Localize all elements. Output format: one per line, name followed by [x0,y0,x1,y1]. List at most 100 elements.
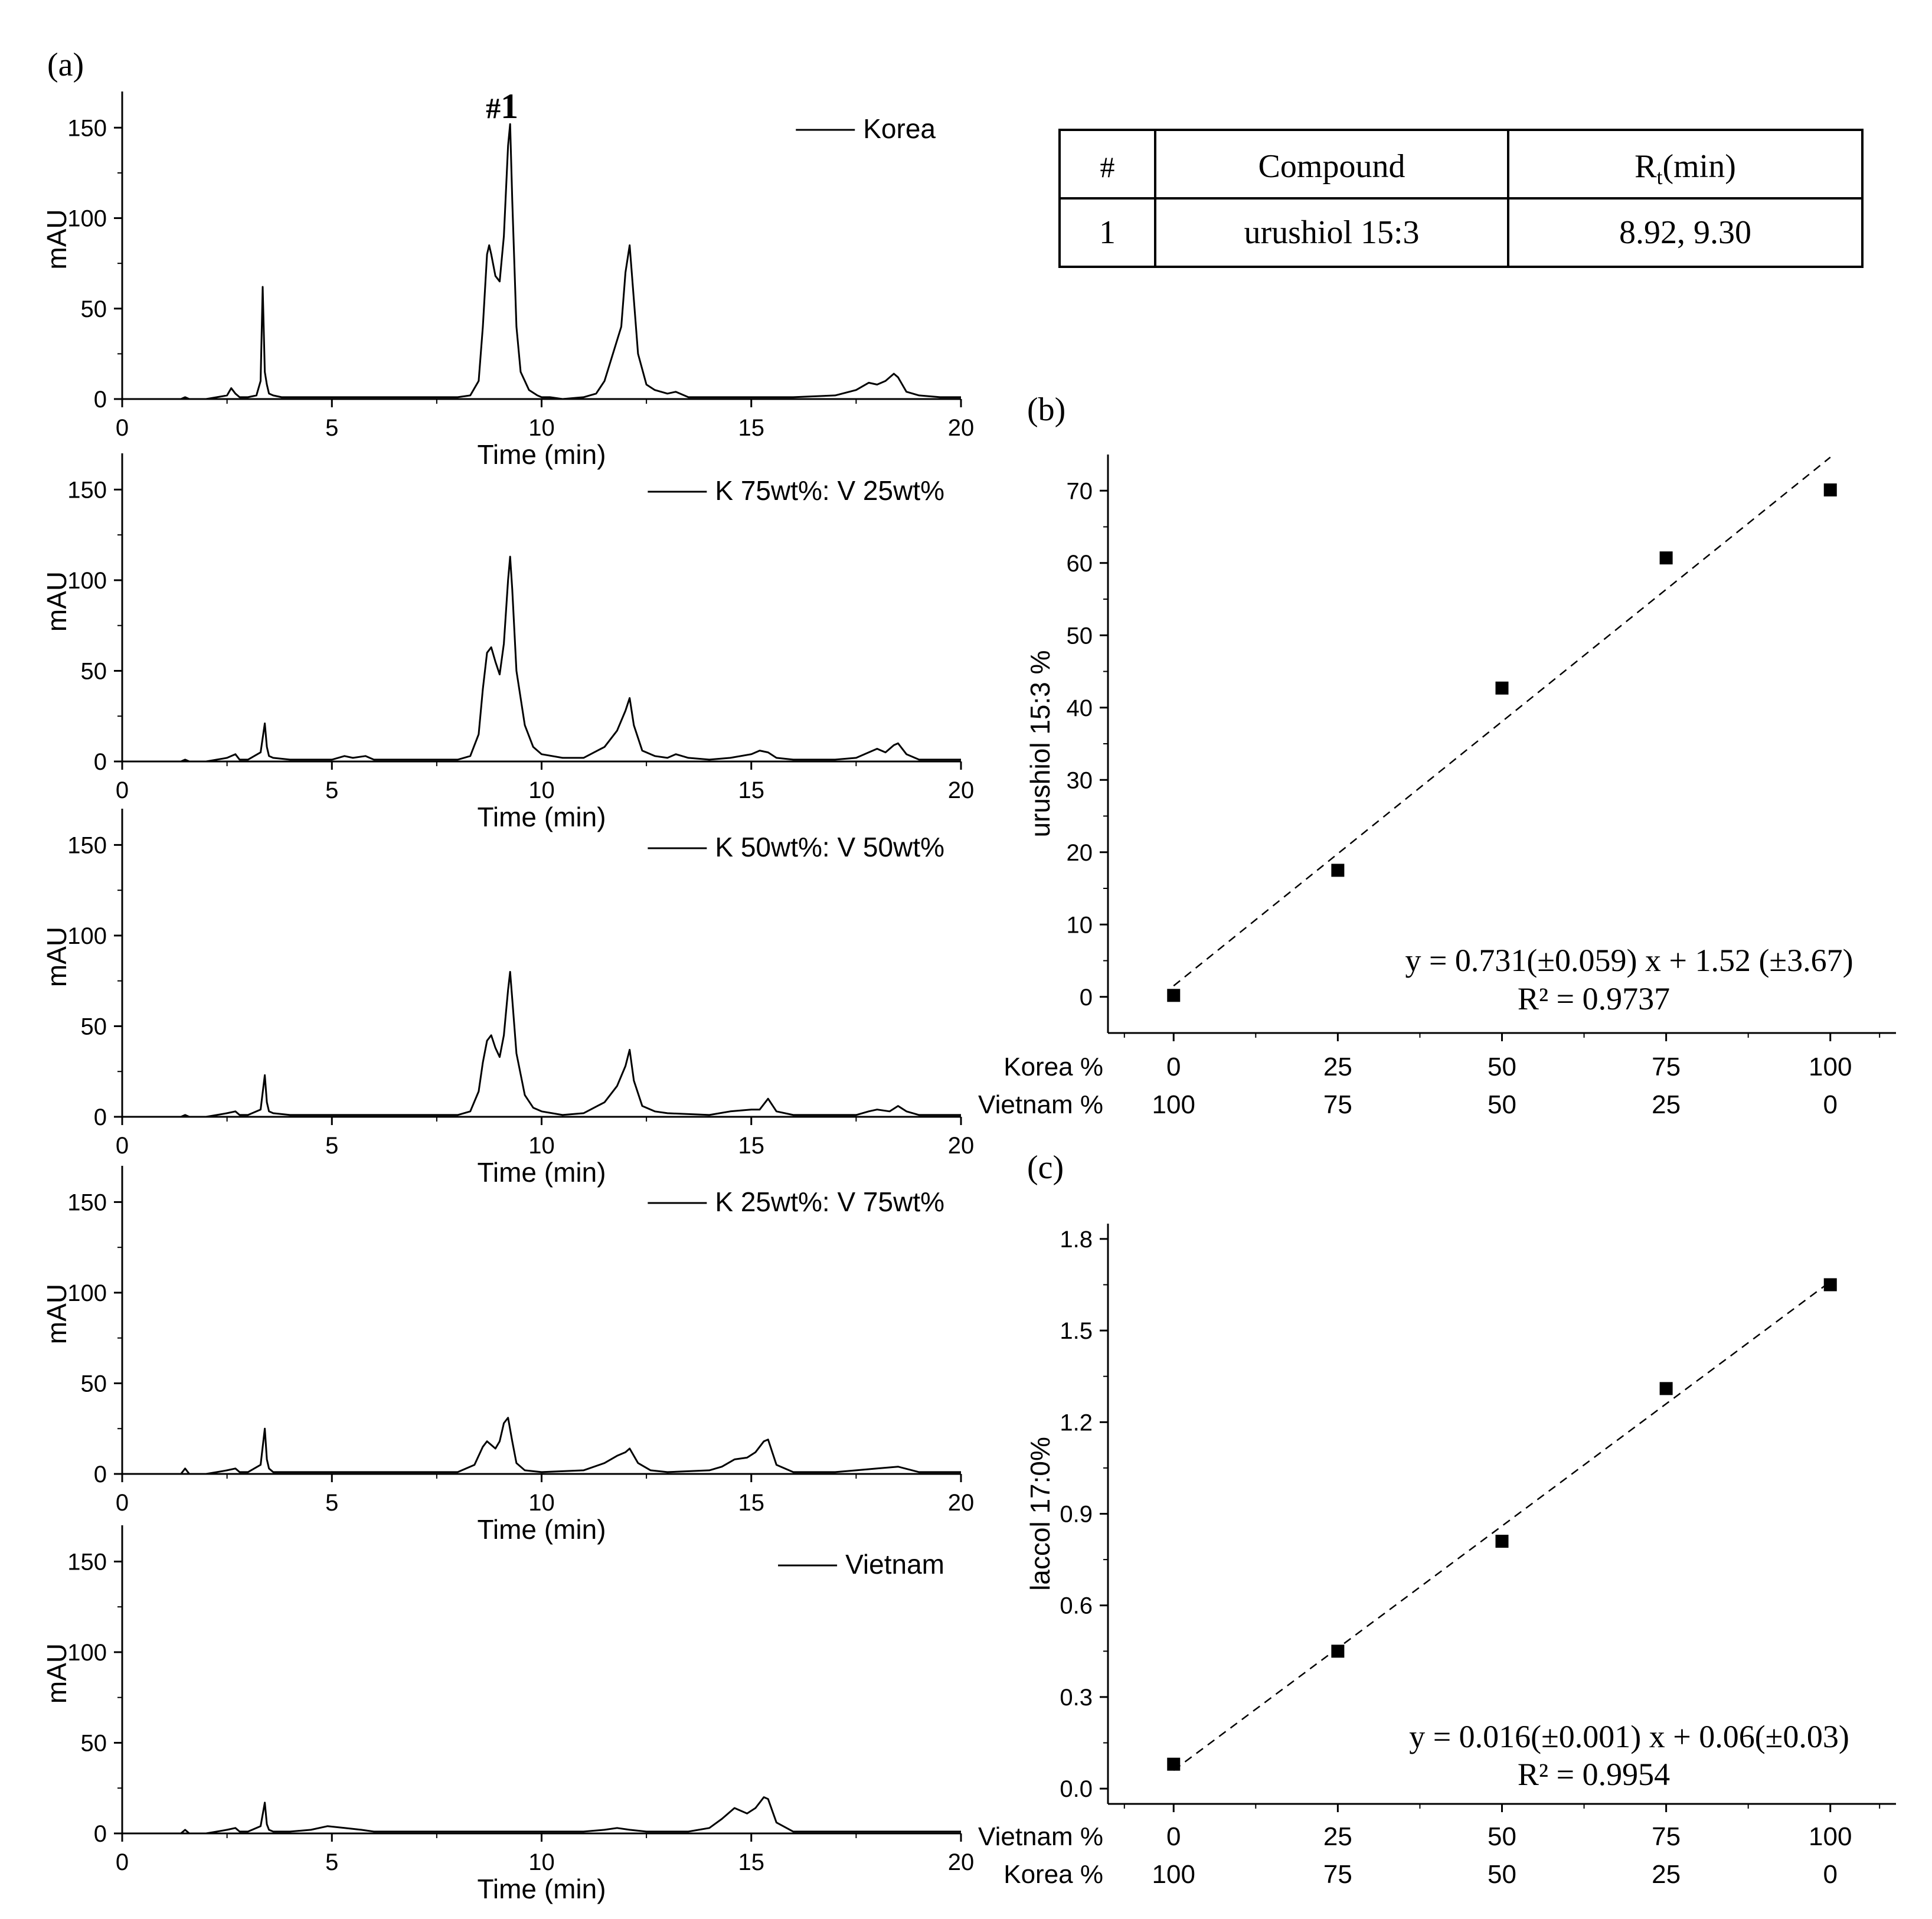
y-tick-label: 100 [67,568,107,594]
x-tick-label: 50 [1488,1822,1516,1851]
y-tick-label: 50 [81,296,107,322]
x-tick-label: 20 [948,1490,975,1516]
x-axis-row-label: Korea % [1003,1860,1103,1889]
legend-label: K 50wt%: V 50wt% [715,832,944,862]
y-axis-label: laccol 17:0% [1025,1437,1055,1591]
y-tick-label: 100 [67,1640,107,1666]
x-tick-label: 25 [1652,1090,1681,1119]
table-cell-rt: 8.92, 9.30 [1619,214,1751,251]
x-tick-label: 50 [1488,1860,1516,1889]
regression-equation: y = 0.731(±0.059) x + 1.52 (±3.67) [1405,943,1853,978]
panel-label-b: (b) [1027,391,1065,428]
x-tick-label: 10 [528,777,555,803]
data-point [1331,1645,1345,1658]
regression-equation: y = 0.016(±0.001) x + 0.06(±0.03) [1409,1719,1849,1754]
data-point [1495,681,1509,695]
x-tick-label: 15 [738,415,765,441]
x-tick-label: 75 [1652,1052,1681,1081]
chromatogram-trace [122,1796,961,1835]
x-axis-row-label: Vietnam % [978,1822,1103,1851]
x-axis-row-label: Korea % [1003,1052,1103,1081]
x-axis-row-label: Vietnam % [978,1090,1103,1119]
x-tick-label: 0 [116,777,129,803]
panel-label-a: (a) [47,47,84,83]
data-point [1167,1757,1181,1771]
y-tick-label: 0 [1080,985,1093,1011]
x-tick-label: 25 [1323,1052,1352,1081]
x-tick-label: 75 [1323,1860,1352,1889]
x-tick-label: 5 [325,777,338,803]
y-tick-label: 50 [81,1014,107,1039]
x-axis-label: Time (min) [477,439,606,470]
y-tick-label: 150 [67,1549,107,1575]
data-point [1495,1535,1509,1548]
r-squared: R² = 0.9954 [1518,1757,1670,1792]
table-header-compound: Compound [1258,148,1405,185]
x-tick-label: 0 [116,1849,129,1875]
x-tick-label: 100 [1152,1860,1195,1889]
y-tick-label: 0.3 [1060,1685,1093,1711]
chromatogram-1: 0 5 10 15 20 0 50 100 150 Time (min) mAU Korea [41,91,974,470]
compound-table: # Compound Rt(min) 1 urushiol 15:3 8.92,… [1058,129,1864,268]
x-tick-label: 25 [1652,1860,1681,1889]
fit-line [1173,1281,1831,1771]
data-point [1823,1278,1837,1292]
chromatogram-5: 0 5 10 15 20 0 50 100 150 Time (min) mAU Vietnam [41,1525,974,1904]
x-tick-label: 15 [738,1490,765,1516]
y-tick-label: 20 [1067,840,1093,866]
y-axis-label: mAU [41,571,72,632]
x-tick-label: 20 [948,1133,975,1159]
y-tick-label: 0 [94,387,107,413]
x-tick-label: 25 [1323,1822,1352,1851]
y-tick-label: 100 [67,923,107,949]
y-tick-label: 100 [67,1280,107,1306]
legend-label: Korea [863,113,936,144]
table-cell-num: 1 [1099,214,1116,251]
x-axis-label: Time (min) [477,802,606,832]
y-axis-label: mAU [41,1284,72,1344]
data-point [1659,1382,1673,1395]
table-header-rt: Rt(min) [1634,148,1736,189]
fit-line [1173,456,1831,987]
legend-label: K 25wt%: V 75wt% [715,1186,944,1217]
x-tick-label: 0 [1823,1090,1838,1119]
x-tick-label: 75 [1652,1822,1681,1851]
x-tick-label: 0 [1166,1822,1181,1851]
x-tick-label: 100 [1809,1052,1852,1081]
y-tick-label: 150 [67,832,107,858]
x-tick-label: 0 [116,1133,129,1159]
data-point [1167,989,1181,1002]
rt-symbol: R [1634,148,1657,185]
chromatogram-trace [122,123,961,400]
x-tick-label: 50 [1488,1090,1516,1119]
legend-label: Vietnam [845,1549,944,1580]
x-tick-label: 20 [948,777,975,803]
y-tick-label: 0.6 [1060,1593,1093,1619]
y-tick-label: 1.2 [1060,1410,1093,1436]
y-tick-label: 60 [1067,551,1093,577]
x-tick-label: 20 [948,415,975,441]
x-tick-label: 10 [528,1490,555,1516]
calibration-plot-b: 0 10 20 30 40 50 60 70 Korea % 0 25 50 75 100 Vietnam … [978,455,1896,1119]
y-tick-label: 150 [67,115,107,141]
chromatogram-trace [122,1417,961,1475]
y-tick-label: 50 [1067,623,1093,649]
x-tick-label: 100 [1152,1090,1195,1119]
table-cell-compound: urushiol 15:3 [1244,214,1419,251]
y-tick-label: 0.9 [1060,1502,1093,1528]
x-tick-label: 5 [325,1490,338,1516]
chromatogram-trace [122,970,961,1118]
y-tick-label: 0 [94,749,107,775]
rt-unit: (min) [1662,148,1735,185]
data-point [1823,483,1837,497]
x-tick-label: 15 [738,777,765,803]
y-tick-label: 50 [81,658,107,684]
y-tick-label: 0.0 [1060,1776,1093,1802]
x-tick-label: 0 [116,415,129,441]
y-tick-label: 0 [94,1104,107,1130]
x-axis-label: Time (min) [477,1514,606,1545]
x-tick-label: 5 [325,415,338,441]
chromatogram-2: 0 5 10 15 20 0 50 100 150 Time (min) mAU K 75wt%: V… [41,453,974,832]
y-axis-label: mAU [41,927,72,987]
